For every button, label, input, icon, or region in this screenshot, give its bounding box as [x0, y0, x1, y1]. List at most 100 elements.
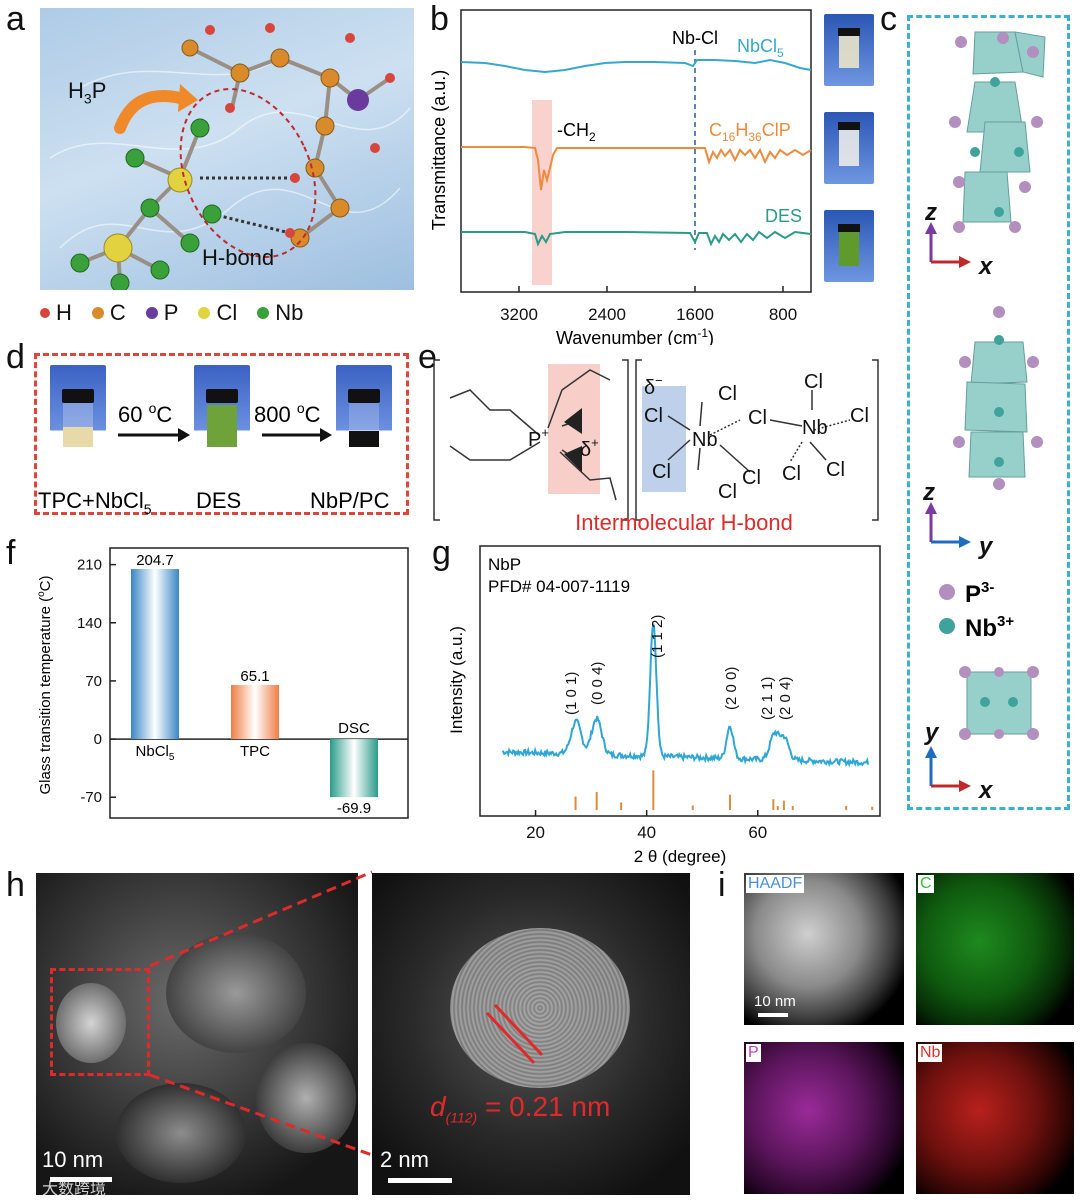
axis-c3-h: x	[977, 777, 994, 802]
h3p-label: H3P	[68, 78, 107, 107]
hbond-caption: Intermolecular H-bond	[575, 510, 793, 535]
panel-c-frame	[907, 15, 1070, 810]
cl-atom-8: Cl	[850, 405, 869, 427]
tg-ytick-140: 140	[77, 615, 102, 632]
tg-ytick-minus70: -70	[80, 789, 102, 806]
xrd-frame	[479, 545, 881, 817]
cl-atom-4: Cl	[718, 481, 737, 503]
xrd-xlabel: 2 θ (degree)	[634, 847, 727, 866]
ch2-highlight	[532, 100, 552, 285]
peak-label-004: (0 0 4)	[589, 662, 606, 705]
scale-bar-10nm	[50, 1177, 112, 1182]
d-spacing-label: d(112) = 0.21 nm	[430, 1091, 611, 1126]
tg-bar-chart: 204.7 65.1 -69.9 210 140 70 0 -70 Glass tr…	[36, 547, 409, 819]
legend-p3: P3-	[965, 579, 994, 608]
eds-label-c: C	[918, 875, 934, 893]
cl-atom-2: Cl	[652, 461, 671, 483]
ir-xticks: 3200 2400 1600 800	[500, 305, 797, 324]
xrd-xtick-60: 60	[748, 823, 767, 842]
hbond-highlight	[548, 364, 600, 494]
series-label-des: DES	[765, 206, 802, 226]
tg-value-label-0: 204.7	[136, 552, 174, 569]
panel-label-b: b	[430, 0, 449, 38]
panel-d-frame	[34, 353, 409, 515]
xrd-xtick-40: 40	[637, 823, 656, 842]
cl-atom-7: Cl	[804, 371, 823, 393]
panel-label-i: i	[718, 866, 726, 904]
legend-item-p: P	[145, 300, 178, 326]
zoom-region-box	[50, 968, 150, 1076]
ir-xlabel: Wavenumber (cm-1)	[556, 326, 714, 345]
delta-plus-label: δ+	[580, 435, 599, 461]
tg-bar-1	[231, 684, 279, 740]
panel-label-c: c	[880, 0, 897, 38]
legend-item-h: H	[40, 300, 72, 326]
vial-photo-tpc-nbcl5	[50, 365, 106, 483]
p-plus-atom: P+	[528, 425, 549, 451]
legend-nb3: Nb3+	[965, 613, 1014, 642]
eds-scale-bar	[758, 1013, 788, 1017]
haadf-stem-image-large: 10 nm 大数跨境	[36, 873, 358, 1195]
ir-xtick-1600: 1600	[676, 305, 714, 324]
molecule-illustration	[49, 23, 411, 290]
panel-label-f: f	[6, 534, 16, 572]
legend-item-c: C	[91, 300, 126, 326]
panel-label-d: d	[6, 338, 25, 376]
tg-value-label-1: 65.1	[240, 668, 269, 685]
watermark: 大数跨境	[42, 1181, 107, 1195]
cl-atom-10: Cl	[826, 459, 845, 481]
tg-ytick-0: 0	[94, 731, 102, 748]
eds-scale-label: 10 nm	[754, 993, 796, 1010]
nbcl-annotation: Nb-Cl	[672, 28, 718, 48]
peak-label-211: (2 1 1)	[759, 677, 776, 720]
eds-label-p: P	[746, 1044, 761, 1062]
tg-cat-nbcl5: NbCl5	[136, 743, 175, 763]
cl-atom-1: Cl	[644, 405, 663, 427]
vial-photo-des	[824, 210, 874, 282]
cl-atom-6: Cl	[742, 467, 761, 489]
xrd-pattern	[501, 623, 870, 768]
panel-a-scene: H3P H-bond	[40, 8, 414, 290]
cl-atom-9: Cl	[782, 463, 801, 485]
peak-label-204: (2 0 4)	[777, 677, 794, 720]
axis-c2-v: z	[922, 479, 935, 506]
xrd-chart: 20 40 60 2 θ (degree) Intensity (a.u.) N…	[447, 545, 881, 866]
eds-map-c: C	[916, 873, 1074, 1025]
eds-map-nb: Nb	[916, 1042, 1074, 1194]
axis-c1-h: x	[977, 253, 994, 280]
eds-label-haadf: HAADF	[746, 875, 805, 893]
axis-c1-v: z	[924, 199, 937, 226]
panel-label-g: g	[432, 534, 451, 572]
cl-atom-3: Cl	[718, 383, 737, 405]
tg-frame	[109, 547, 409, 819]
vial-photo-nbcl5	[824, 14, 874, 86]
tg-ytick-70: 70	[85, 673, 102, 690]
eds-label-nb: Nb	[918, 1044, 943, 1062]
eds-map-haadf: HAADF 10 nm	[744, 873, 904, 1025]
scale-bar-2nm	[388, 1178, 452, 1183]
tg-ylabel: Glass transition temperature (oC)	[36, 576, 54, 795]
eds-map-p: P	[744, 1042, 904, 1194]
vial-photo-tpc	[824, 112, 874, 184]
ir-spectrum-chart: 3200 2400 1600 800 Wavenumber (cm-1) Tra…	[429, 9, 812, 345]
tg-cat-tpc: TPC	[240, 743, 270, 760]
scale-label-2nm: 2 nm	[380, 1147, 429, 1172]
ir-series-nbcl5	[460, 58, 812, 74]
delta-minus-highlight	[642, 386, 686, 492]
ir-series-c16h36clp	[461, 146, 812, 191]
xrd-xtick-20: 20	[526, 823, 545, 842]
series-label-nbcl5: NbCl5	[737, 36, 784, 60]
axis-c3-v: y	[924, 719, 940, 746]
xrd-pdf: PFD# 04-007-1119	[488, 577, 630, 596]
hbond-label: H-bond	[202, 245, 275, 270]
peak-label-112: (1 1 2)	[649, 615, 666, 658]
atom-legend: H C P Cl Nb	[40, 300, 414, 326]
ir-series-des	[461, 230, 812, 247]
scale-label-10nm: 10 nm	[42, 1147, 104, 1172]
ch2-annotation: -CH2	[557, 120, 596, 144]
tg-cat-dsc: DSC	[338, 720, 370, 737]
tg-bar-2	[330, 739, 378, 798]
panel-e-structure: P+ δ+ δ− Nb Nb Cl Cl Cl Cl Cl Cl Cl Cl C…	[433, 359, 879, 535]
tg-ytick-210: 210	[77, 557, 102, 574]
legend-item-cl: Cl	[198, 300, 237, 326]
